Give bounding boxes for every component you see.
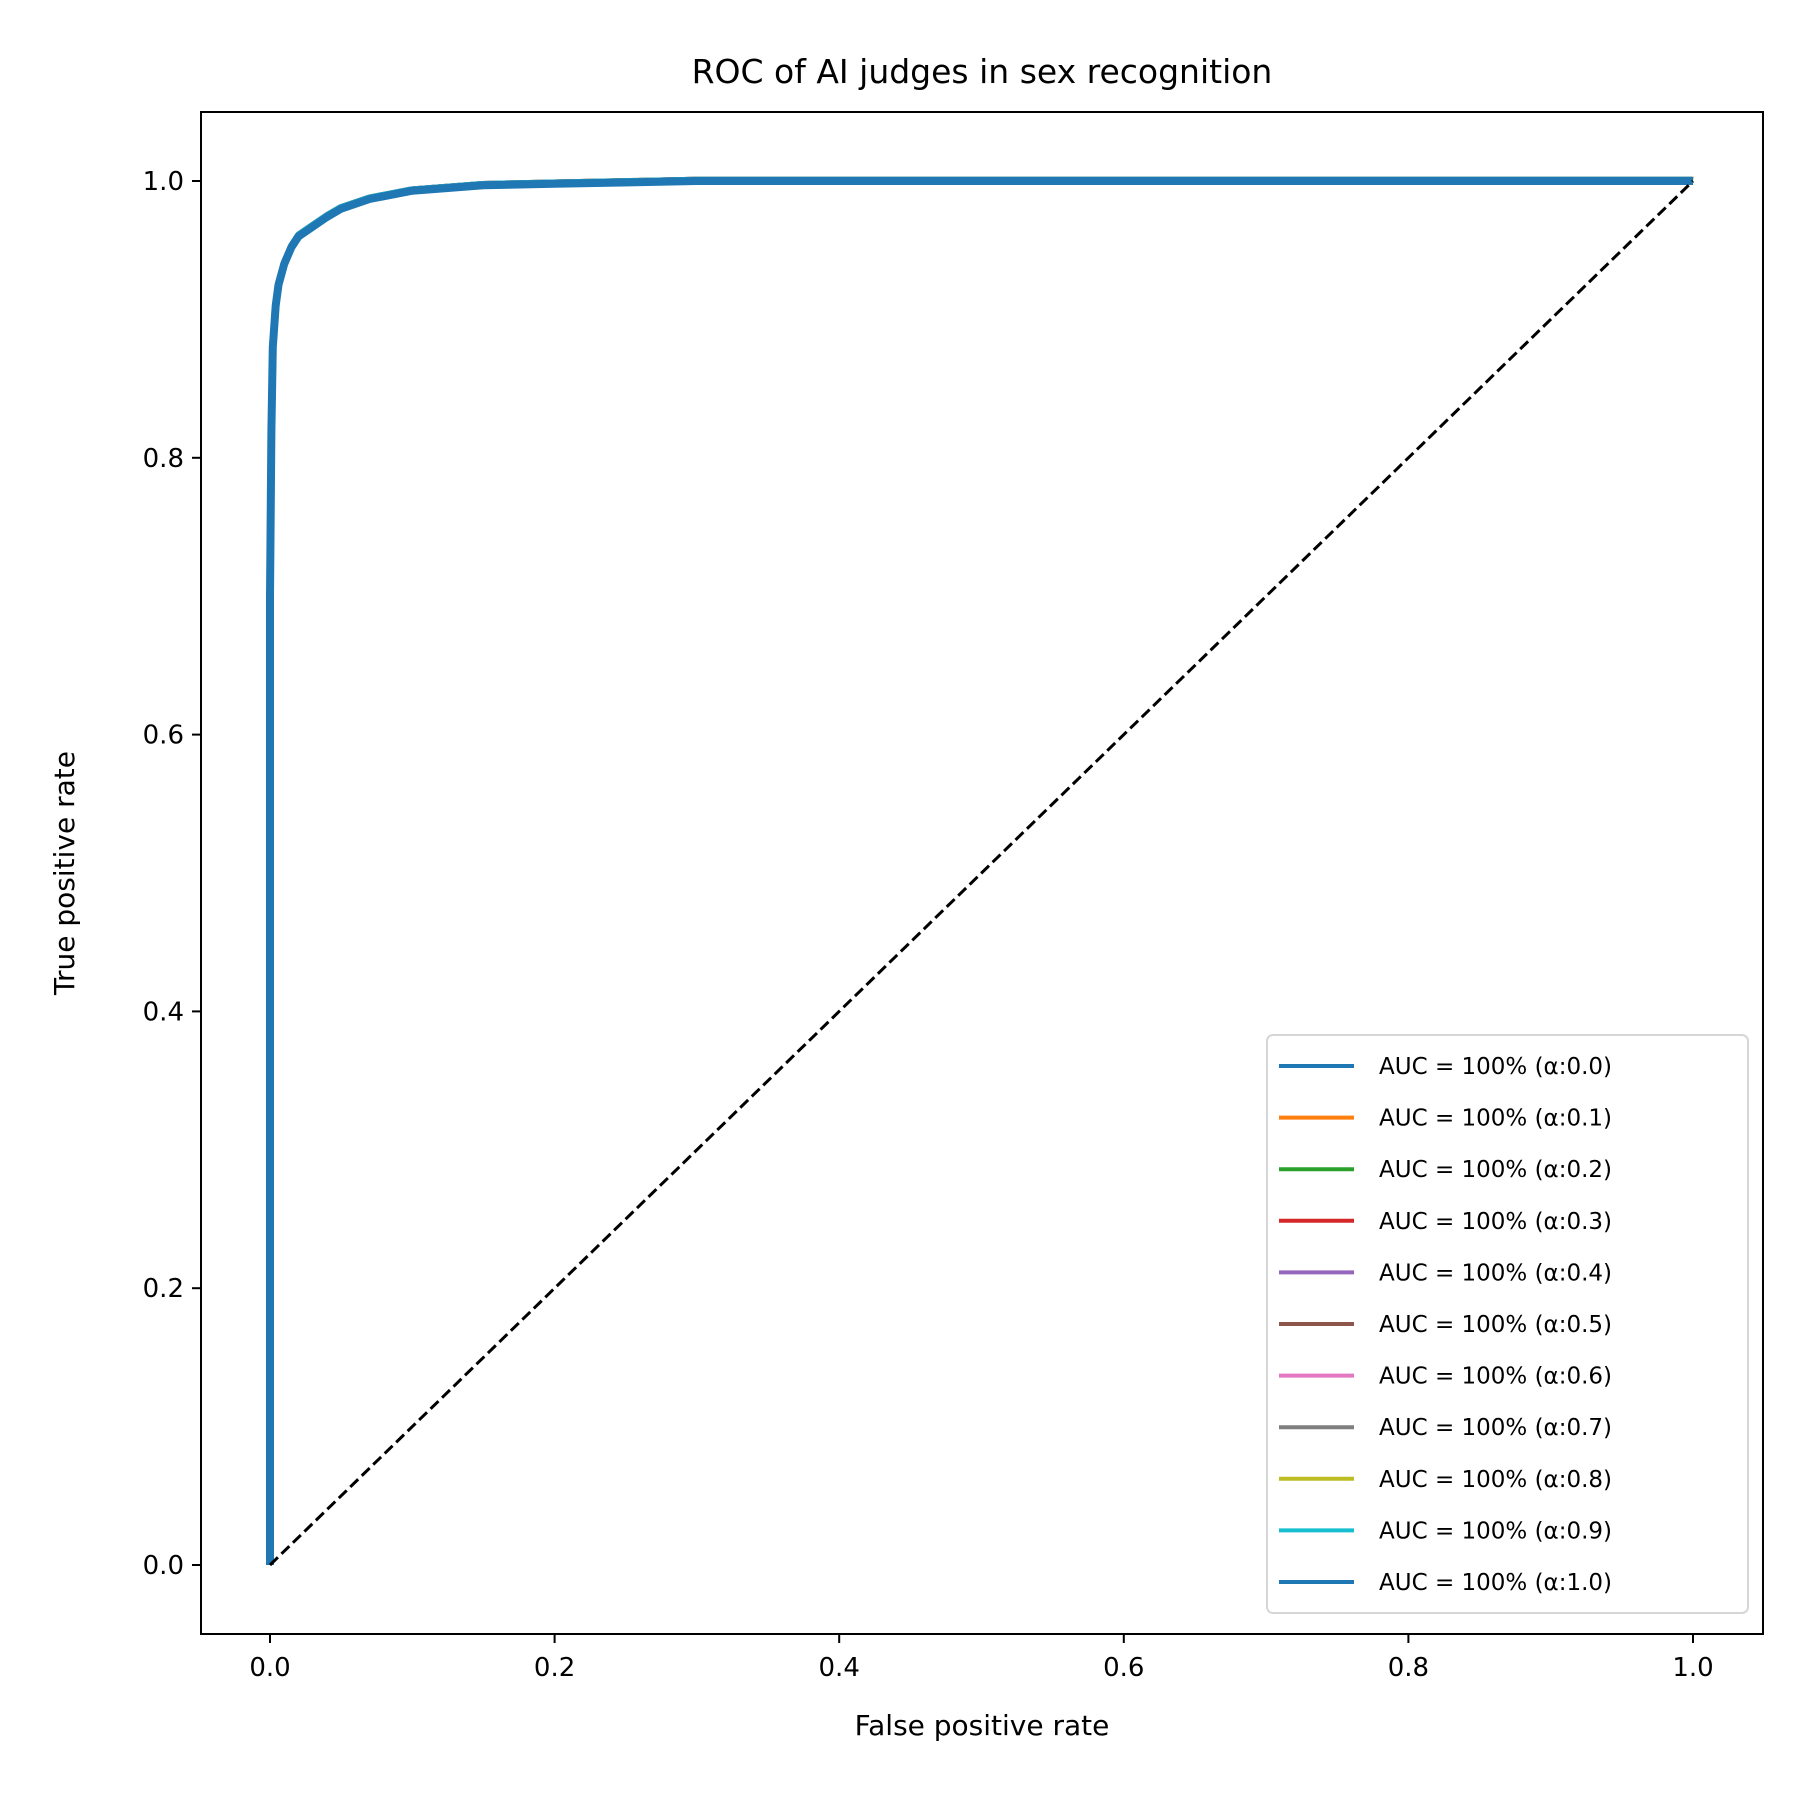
plot-area: [266, 176, 1695, 1567]
legend-label: AUC = 100% (α:0.6): [1379, 1364, 1612, 1390]
legend-label: AUC = 100% (α:0.3): [1379, 1209, 1612, 1235]
y-tick-label: 0.6: [143, 721, 184, 751]
legend-label: AUC = 100% (α:0.7): [1379, 1415, 1612, 1441]
chart-title: ROC of AI judges in sex recognition: [692, 52, 1273, 91]
legend-label: AUC = 100% (α:0.0): [1379, 1054, 1612, 1080]
legend-label: AUC = 100% (α:0.5): [1379, 1312, 1612, 1338]
roc-curve-series-10: [266, 177, 1693, 1565]
y-tick-label: 0.2: [143, 1274, 184, 1304]
x-tick-label: 0.8: [1388, 1653, 1429, 1683]
legend-label: AUC = 100% (α:0.1): [1379, 1106, 1612, 1132]
x-tick-label: 0.4: [819, 1653, 860, 1683]
legend-label: AUC = 100% (α:0.2): [1379, 1157, 1612, 1183]
legend-box: [1266, 1034, 1749, 1614]
y-axis-label: True positive rate: [48, 751, 81, 996]
legend-label: AUC = 100% (α:0.4): [1379, 1260, 1612, 1286]
y-tick-label: 0.8: [143, 444, 184, 474]
chance-diagonal-line: [268, 179, 1695, 1567]
legend: AUC = 100% (α:0.0) AUC = 100% (α:0.1) AUC …: [1266, 1034, 1749, 1614]
x-tick-label: 0.6: [1103, 1653, 1144, 1683]
x-axis: 0.0 0.2 0.4 0.6 0.8 1.0: [249, 1634, 1714, 1683]
x-tick-label: 0.2: [534, 1653, 575, 1683]
y-axis: 0.0 0.2 0.4 0.6 0.8 1.0: [143, 167, 201, 1581]
y-tick-label: 0.4: [143, 997, 184, 1027]
legend-label: AUC = 100% (α:1.0): [1379, 1570, 1612, 1596]
axes-frame: [200, 111, 1764, 1635]
x-axis-label: False positive rate: [855, 1709, 1110, 1742]
y-tick-label: 1.0: [143, 167, 184, 197]
x-tick-label: 0.0: [249, 1653, 290, 1683]
y-tick-label: 0.0: [143, 1551, 184, 1581]
legend-label: AUC = 100% (α:0.8): [1379, 1467, 1612, 1493]
legend-label: AUC = 100% (α:0.9): [1379, 1518, 1612, 1544]
x-tick-label: 1.0: [1672, 1653, 1713, 1683]
